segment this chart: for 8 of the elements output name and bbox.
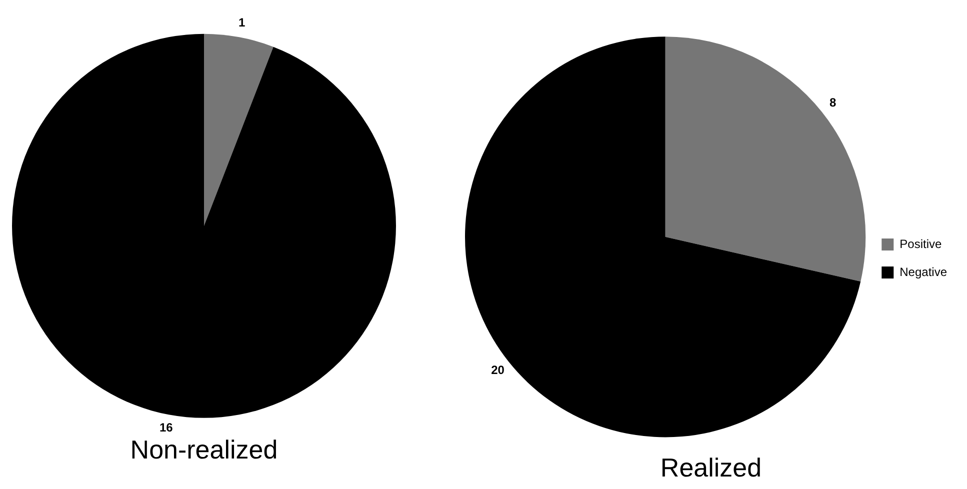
legend-label: Positive (900, 236, 942, 251)
data-label: 16 (159, 420, 174, 435)
text: Non-realized (130, 434, 278, 465)
text: Realized (660, 452, 762, 483)
data-label: 20 (491, 362, 505, 377)
data-label: 8 (830, 96, 837, 110)
legend-label: Negative (900, 264, 948, 279)
data-label: 1 (238, 16, 246, 30)
